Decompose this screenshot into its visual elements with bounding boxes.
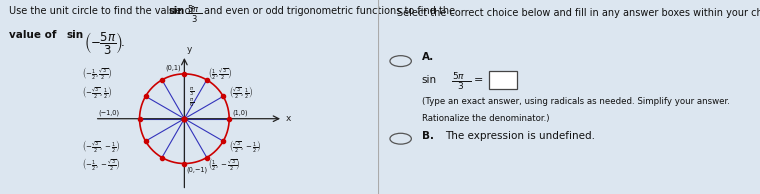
Text: (0,1): (0,1): [165, 65, 181, 71]
Text: (−1,0): (−1,0): [99, 109, 119, 116]
Text: Use the unit circle to find the value of: Use the unit circle to find the value of: [9, 6, 198, 16]
Text: $\left(\frac{\sqrt{3}}{2},\frac{1}{2}\right)$: $\left(\frac{\sqrt{3}}{2},\frac{1}{2}\ri…: [230, 84, 253, 100]
Text: (1,0): (1,0): [232, 109, 248, 116]
Text: sin: sin: [66, 30, 84, 40]
Text: Rationalize the denominator.): Rationalize the denominator.): [422, 114, 549, 123]
FancyBboxPatch shape: [489, 71, 518, 89]
Text: 5$\pi$: 5$\pi$: [452, 70, 466, 81]
Text: x: x: [286, 114, 291, 123]
Text: 3: 3: [458, 82, 463, 91]
Text: The expression is undefined.: The expression is undefined.: [445, 131, 594, 141]
Text: 3: 3: [192, 15, 197, 23]
Text: $\left(-\frac{1}{2},-\frac{\sqrt{3}}{2}\right)$: $\left(-\frac{1}{2},-\frac{\sqrt{3}}{2}\…: [82, 156, 121, 172]
Text: $\left(-\frac{1}{2},\frac{\sqrt{3}}{2}\right)$: $\left(-\frac{1}{2},\frac{\sqrt{3}}{2}\r…: [82, 65, 112, 81]
Text: sin: sin: [168, 6, 185, 16]
Text: $\frac{\pi}{6}$: $\frac{\pi}{6}$: [188, 96, 194, 109]
Text: $\left(-\frac{\sqrt{3}}{2},\frac{1}{2}\right)$: $\left(-\frac{\sqrt{3}}{2},\frac{1}{2}\r…: [82, 84, 112, 100]
Text: and even or odd trigonometric functions to find the: and even or odd trigonometric functions …: [204, 6, 455, 16]
Text: $\frac{\pi}{3}$: $\frac{\pi}{3}$: [188, 85, 194, 98]
Text: 5$\pi$: 5$\pi$: [187, 3, 199, 14]
Text: y: y: [187, 45, 192, 54]
Text: $\left(\frac{\sqrt{3}}{2},-\frac{1}{2}\right)$: $\left(\frac{\sqrt{3}}{2},-\frac{1}{2}\r…: [230, 138, 262, 154]
Text: $\!\left(-\dfrac{5\pi}{3}\right)\!.$: $\!\left(-\dfrac{5\pi}{3}\right)\!.$: [85, 30, 125, 56]
Text: =: =: [474, 75, 483, 85]
Text: $\left(\frac{1}{2},-\frac{\sqrt{3}}{2}\right)$: $\left(\frac{1}{2},-\frac{\sqrt{3}}{2}\r…: [207, 156, 240, 172]
Text: A.: A.: [422, 52, 434, 62]
Text: B.: B.: [422, 131, 434, 141]
Text: Select the correct choice below and fill in any answer boxes within your choice.: Select the correct choice below and fill…: [397, 8, 760, 18]
Text: $\left(\frac{1}{2},\frac{\sqrt{3}}{2}\right)$: $\left(\frac{1}{2},\frac{\sqrt{3}}{2}\ri…: [207, 65, 232, 81]
Text: (Type an exact answer, using radicals as needed. Simplify your answer.: (Type an exact answer, using radicals as…: [422, 97, 730, 106]
Text: $\left(-\frac{\sqrt{3}}{2},-\frac{1}{2}\right)$: $\left(-\frac{\sqrt{3}}{2},-\frac{1}{2}\…: [82, 138, 121, 154]
Text: (0,−1): (0,−1): [186, 167, 207, 173]
Text: value of: value of: [9, 30, 61, 40]
Text: sin: sin: [422, 75, 437, 85]
